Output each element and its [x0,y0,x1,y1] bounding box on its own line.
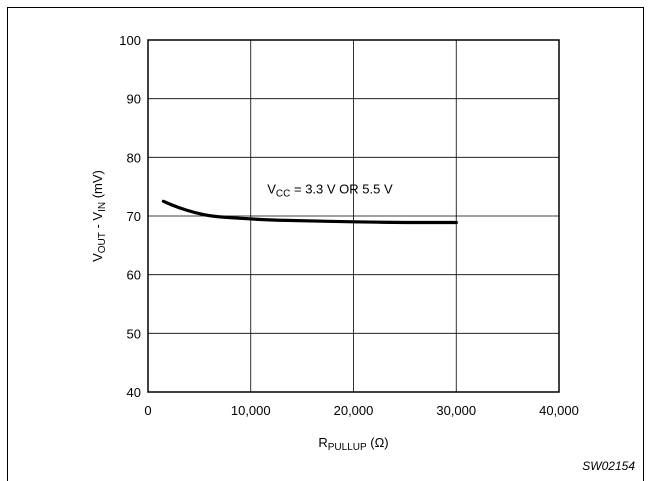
series-line [161,199,458,225]
figure-id: SW02154 [582,459,635,473]
figure-frame: 40 50 60 70 80 90 100 0 10,000 20,000 30,000 40,00… [7,7,644,481]
series-group [161,199,458,225]
y-tick-label: 80 [127,150,141,165]
y-tick-label: 40 [127,385,141,400]
x-tick-label: 30,000 [436,403,476,418]
y-tick-label: 70 [127,209,141,224]
x-tick-label: 10,000 [231,403,271,418]
y-tick-label: 90 [127,92,141,107]
x-axis-label: RPULLUP (Ω) [318,435,388,453]
chart: 40 50 60 70 80 90 100 0 10,000 20,000 30,000 40,00… [7,7,644,481]
y-tick-label: 60 [127,268,141,283]
x-tick-labels: 0 10,000 20,000 30,000 40,000 [144,403,579,418]
x-tick-label: 0 [144,403,151,418]
plot-area [147,39,560,393]
x-tick-label: 40,000 [539,403,579,418]
vcc-annotation: VCC = 3.3 V OR 5.5 V [267,182,393,200]
y-tick-labels: 40 50 60 70 80 90 100 [119,33,141,400]
figure-border [7,7,644,481]
y-tick-label: 100 [119,33,141,48]
y-axis-label: VOUT - VIN (mV) [90,170,108,262]
x-tick-label: 20,000 [334,403,374,418]
y-tick-label: 50 [127,326,141,341]
